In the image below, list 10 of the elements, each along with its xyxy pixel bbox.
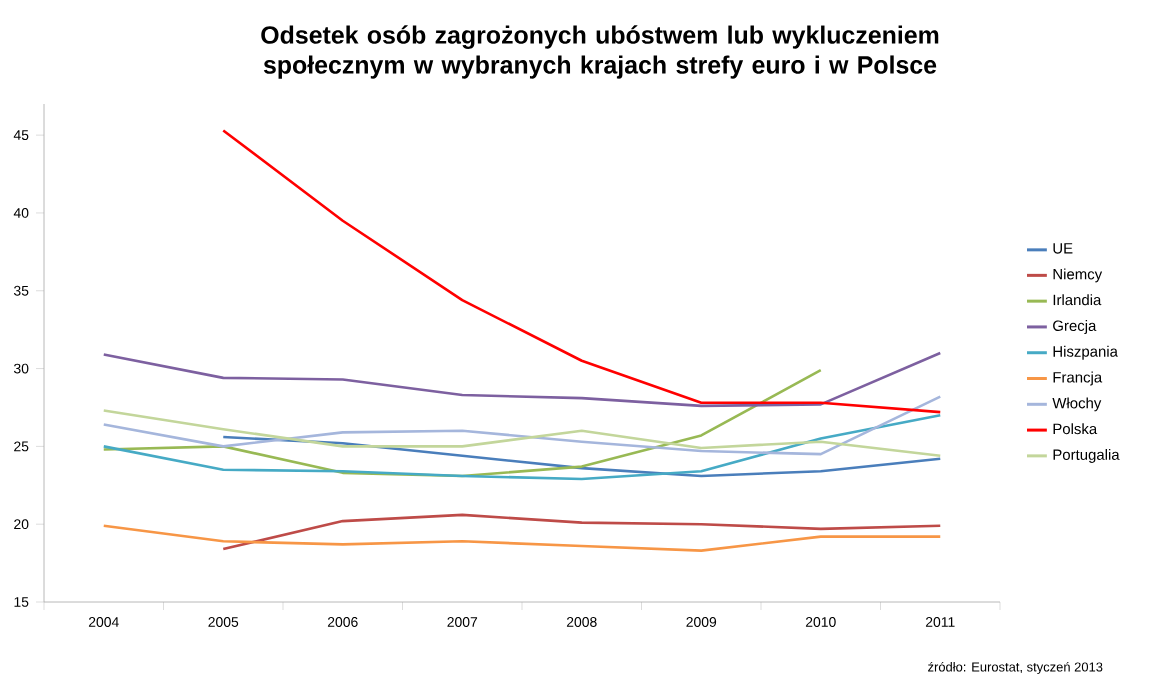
line-series xyxy=(102,409,942,458)
line-series xyxy=(102,395,942,456)
line-series xyxy=(102,368,823,478)
line-series xyxy=(221,435,942,478)
chart-title: Odsetek osób zagrożonych ubóstwem lub wykluczeniem społecznym w wybranych krajach strefy euro i w Polsce xyxy=(261,25,939,79)
line-series xyxy=(102,524,942,552)
line-series xyxy=(102,351,942,408)
line-series xyxy=(221,513,942,551)
line-series xyxy=(102,413,942,481)
line-series xyxy=(221,129,942,414)
